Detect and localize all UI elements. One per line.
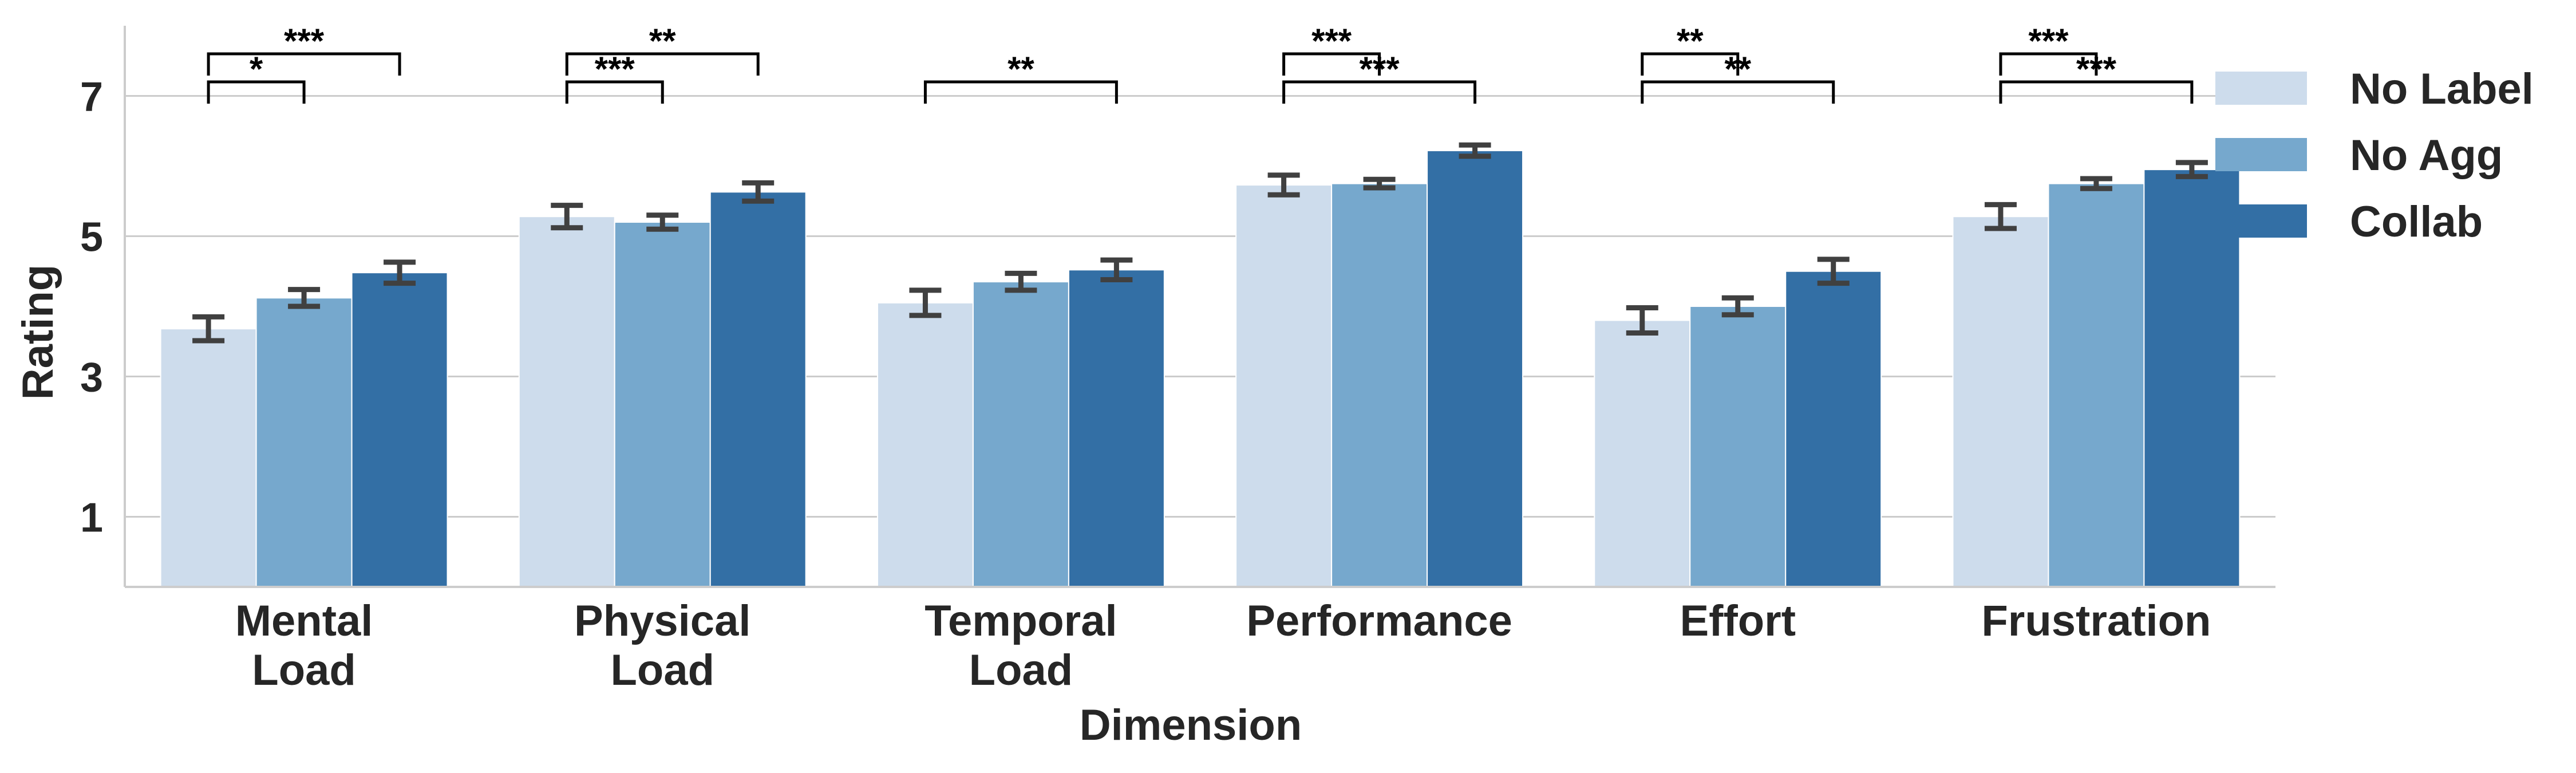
bar [1594,320,1691,587]
significance-bracket [1282,52,1381,76]
significance-label: *** [284,22,325,60]
bar [614,222,711,587]
x-axis-title: Dimension [1080,701,1302,750]
y-tick-label: 5 [80,215,103,261]
bar [709,191,807,587]
bar [518,216,615,587]
x-tick-label: Load [610,646,714,695]
significance-bracket [1641,80,1835,104]
x-tick-label: Mental [235,597,373,645]
error-bars [192,142,2208,344]
y-tick-label: 3 [80,355,103,401]
bar [2048,183,2145,587]
significance-label: *** [2028,22,2069,60]
x-tick-label: Physical [574,597,750,645]
bar [1235,184,1333,587]
significance-bracket [1282,80,1477,104]
y-tick-label: 1 [80,495,103,541]
bar [876,302,974,587]
bar [2143,169,2241,587]
legend: No Label No Agg Collab [2215,65,2534,246]
significance-label: ** [649,22,676,60]
x-tick-label: Load [252,646,356,695]
bar [255,297,353,587]
significance-label: *** [1311,22,1352,60]
bars [160,150,2241,587]
significance-label: * [250,50,263,88]
bar [1427,150,1524,587]
x-tick-label: Performance [1246,597,1512,645]
x-tick-label: Effort [1680,597,1796,645]
bar [1952,216,2049,587]
significance-label: ** [1008,50,1034,88]
bar [1785,270,1882,587]
legend-swatch [2215,204,2307,238]
bar [1689,306,1787,587]
significance-label: *** [1360,50,1400,88]
significance-bracket [1641,52,1740,76]
significance-brackets: ********* ****************** [207,22,2194,104]
significance-bracket [1999,80,2194,104]
axes: 1357MentalLoadPhysicalLoadTemporalLoadPe… [80,26,2275,695]
significance-label: ** [1677,22,1704,60]
legend-label: Collab [2350,198,2483,246]
significance-bracket [565,52,760,76]
bar [160,328,257,587]
significance-label: *** [2076,50,2117,88]
legend-label: No Label [2350,65,2534,113]
legend-label: No Agg [2350,131,2503,180]
significance-bracket [923,80,1118,104]
bar [1331,183,1428,587]
y-tick-label: 7 [80,74,103,120]
significance-bracket [207,52,401,76]
legend-swatch [2215,138,2307,171]
significance-label: *** [595,50,635,88]
bar [351,272,448,587]
y-axis-title: Rating [14,265,62,400]
significance-bracket [565,80,664,104]
bar [972,281,1069,587]
legend-swatch [2215,72,2307,105]
significance-bracket [207,80,306,104]
significance-label: ** [1724,50,1751,88]
x-tick-label: Frustration [1981,597,2211,645]
bar [1068,269,1165,587]
x-tick-label: Temporal [924,597,1117,645]
x-tick-label: Load [969,646,1073,695]
significance-bracket [1999,52,2098,76]
grid-lines [125,95,2275,518]
